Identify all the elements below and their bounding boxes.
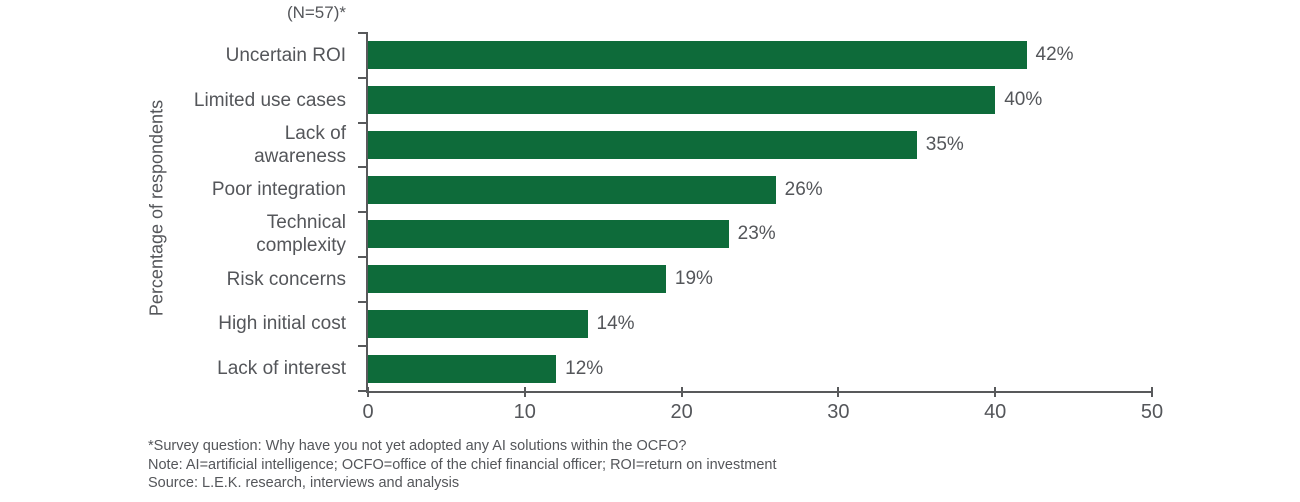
bar-value-label: 23% <box>737 223 776 245</box>
y-axis-tick <box>358 121 368 124</box>
x-axis-tick-label: 0 <box>362 401 374 423</box>
x-axis-tick-label: 30 <box>827 401 850 423</box>
category-label: Poor integration <box>211 179 346 201</box>
bar <box>368 354 557 383</box>
x-axis-tick-label: 20 <box>670 401 693 423</box>
y-axis-tick <box>358 211 368 213</box>
x-axis-tick-label: 10 <box>513 401 536 423</box>
bar-row: 19% <box>368 257 1152 302</box>
bar-value-label: 40% <box>1004 89 1043 111</box>
bar <box>368 175 776 204</box>
y-axis-tick <box>358 76 368 79</box>
bar-value-label: 12% <box>565 357 604 379</box>
y-axis-tick <box>358 166 368 169</box>
category-label: High initial cost <box>218 313 346 335</box>
bar-row: 35% <box>368 123 1152 168</box>
y-axis-tick <box>358 32 368 34</box>
y-axis-tick <box>358 255 368 258</box>
x-axis-tick <box>367 387 369 397</box>
category-label: Lack of interest <box>217 358 346 380</box>
category-label: Technical complexity <box>256 212 346 257</box>
bar-row: 23% <box>368 212 1152 257</box>
footnote-source: Source: L.E.K. research, interviews and … <box>148 475 460 491</box>
bar-row: 40% <box>368 78 1152 123</box>
plot-area: 42% 40% 35% 26% 23% 19% 14% 12% 0 10 20 30 40 50 <box>358 32 1163 423</box>
bar <box>368 86 996 115</box>
bar <box>368 309 588 338</box>
bar-row: 12% <box>368 346 1152 391</box>
category-label: Limited use cases <box>193 89 346 111</box>
footnotes: *Survey question: Why have you not yet a… <box>148 437 777 493</box>
y-axis-tick <box>358 300 368 303</box>
x-axis-tick-label: 50 <box>1140 401 1164 423</box>
bar <box>368 265 666 294</box>
bar-value-label: 19% <box>674 268 713 290</box>
x-axis-tick <box>1151 387 1153 397</box>
bar-value-label: 26% <box>784 178 823 200</box>
category-label: Risk concerns <box>226 268 346 290</box>
bar-row: 42% <box>368 33 1152 78</box>
bar-row: 26% <box>368 167 1152 212</box>
bar-value-label: 35% <box>925 133 964 155</box>
x-axis-tick-label: 40 <box>984 401 1007 423</box>
category-labels-column: Uncertain ROI Limited use cases Lack of aw… <box>140 33 346 391</box>
sample-size-label: (N=57)* <box>286 3 346 22</box>
category-label: Uncertain ROI <box>225 44 346 66</box>
x-axis-tick <box>837 387 840 397</box>
x-axis-tick <box>680 387 683 397</box>
bar-value-label: 14% <box>596 312 635 334</box>
bar <box>368 220 729 249</box>
footnote-abbreviations: Note: AI=artificial intelligence; OCFO=o… <box>148 456 777 473</box>
y-axis-tick <box>358 390 368 392</box>
category-label: Lack of awareness <box>254 122 346 167</box>
y-axis-tick <box>358 345 368 348</box>
bar-row: 14% <box>368 302 1152 347</box>
footnote-survey-question: *Survey question: Why have you not yet a… <box>148 438 687 454</box>
bar-value-label: 42% <box>1035 44 1074 66</box>
x-axis-tick <box>994 387 997 397</box>
x-axis-tick <box>523 387 526 397</box>
bar <box>368 130 917 159</box>
bar <box>368 41 1027 70</box>
